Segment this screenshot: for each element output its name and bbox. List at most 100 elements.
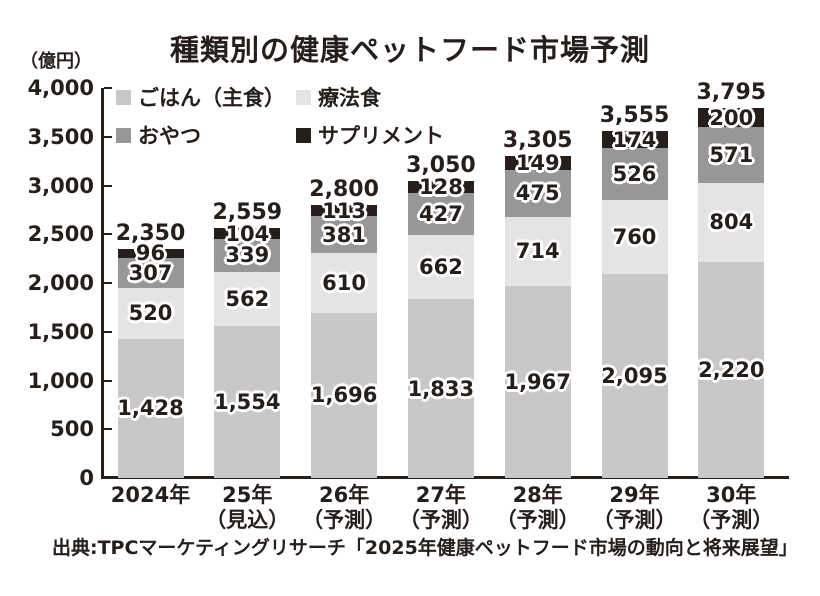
legend-label: おやつ — [138, 124, 201, 148]
y-axis-tick — [104, 379, 112, 382]
x-category-line1: 29年 — [609, 483, 660, 507]
bar-segment: 174 — [601, 128, 668, 152]
bar-total-label: 3,050 — [406, 152, 476, 178]
segment-value-label: 104 — [225, 221, 270, 246]
legend-item: 療法食 — [296, 82, 444, 112]
bar-segment: 1,833 — [408, 299, 474, 478]
segment-value-label: 128 — [418, 174, 463, 199]
x-category-label: 28年 （予測） — [463, 483, 613, 533]
x-category-line1: 26年 — [318, 483, 370, 507]
bar-segment: 760 — [601, 199, 668, 274]
segment-value-label: 1,833 — [407, 376, 475, 401]
segment-value-label: 714 — [515, 239, 560, 264]
segment-value-label: 475 — [515, 181, 560, 206]
y-axis-tick — [104, 428, 112, 431]
y-axis-tick-label: 4,000 — [27, 76, 94, 100]
segment-value-label: 520 — [128, 301, 173, 326]
bar-segment: 113 — [311, 199, 378, 223]
legend-swatch — [296, 89, 311, 105]
bar-segment: 381 — [311, 216, 378, 254]
y-axis-tick-label: 3,500 — [27, 124, 94, 149]
legend-item: おやつ — [116, 120, 296, 150]
bar-segment: 520 — [117, 288, 184, 339]
x-category-line2: （見込） — [205, 508, 290, 532]
bar-segment: 96 — [117, 241, 184, 265]
bar-segment: 571 — [698, 127, 765, 184]
x-category-line2: （予測） — [592, 508, 677, 532]
x-category-line2: （予測） — [398, 508, 483, 532]
x-category-label: 30年 （予測） — [656, 483, 806, 533]
bar-segment: 1,428 — [117, 338, 184, 478]
source-note: 出典:TPCマーケティングリサーチ「2025年健康ペットフード市場の動向と将来展… — [52, 537, 798, 559]
y-axis-tick-label: 500 — [50, 417, 94, 442]
bar-segment: 804 — [698, 183, 765, 262]
x-category-line1: 27年 — [415, 483, 466, 507]
y-axis-tick-label: 0 — [79, 466, 94, 490]
legend-label: ごはん（主食） — [138, 86, 285, 110]
y-axis-tick — [104, 184, 112, 187]
segment-value-label: 96 — [135, 241, 166, 266]
bar-segment: 1,554 — [214, 326, 281, 478]
segment-value-label: 1,967 — [504, 370, 571, 395]
bar-total-label: 2,350 — [115, 220, 186, 246]
legend-swatch — [116, 127, 131, 143]
segment-value-label: 2,095 — [601, 363, 668, 388]
bar-segment: 526 — [601, 148, 668, 200]
x-category-label: 29年 （予測） — [560, 483, 710, 533]
y-axis-tick — [104, 87, 112, 89]
bar-total-label: 2,559 — [212, 200, 283, 226]
x-category-label: 27年 （予測） — [366, 483, 516, 533]
segment-value-label: 174 — [612, 127, 657, 152]
bar-segment: 1,967 — [504, 286, 571, 478]
bar-segment: 104 — [214, 222, 281, 246]
segment-value-label: 113 — [322, 198, 367, 223]
bar-segment: 610 — [311, 253, 378, 313]
legend: ごはん（主食） 療法食おやつ サプリメント — [116, 82, 444, 150]
bar-segment: 662 — [407, 234, 474, 300]
chart-title: 種類別の健康ペットフード市場予測 — [169, 33, 650, 67]
x-category-line2: （予測） — [302, 508, 387, 532]
bar-segment: 2,095 — [601, 273, 668, 478]
bar-segment: 562 — [214, 271, 281, 327]
segment-value-label: 760 — [612, 224, 657, 249]
bar-segment: 1,696 — [311, 312, 377, 478]
segment-value-label: 526 — [612, 161, 657, 186]
y-axis-tick-label: 1,000 — [27, 368, 94, 393]
bar-total-label: 3,555 — [599, 103, 670, 129]
bar-segment: 475 — [504, 170, 571, 217]
legend-label: 療法食 — [318, 86, 381, 110]
segment-value-label: 1,554 — [214, 390, 281, 415]
y-axis-tick — [104, 282, 112, 284]
segment-value-label: 662 — [418, 255, 463, 279]
x-category-line2: （予測） — [495, 508, 580, 532]
segment-value-label: 610 — [322, 270, 367, 295]
y-axis-tick — [104, 330, 112, 333]
legend-item: サプリメント — [296, 120, 444, 150]
y-axis-tick-label: 2,000 — [27, 271, 94, 295]
y-axis-tick-label: 2,500 — [27, 222, 94, 247]
bar-total-label: 3,795 — [696, 79, 767, 105]
segment-value-label: 571 — [709, 143, 754, 168]
segment-value-label: 339 — [225, 243, 270, 268]
bar-segment: 2,220 — [698, 261, 765, 478]
legend-item: ごはん（主食） — [116, 82, 296, 112]
y-axis-tick — [104, 233, 112, 236]
segment-value-label: 1,428 — [117, 396, 184, 421]
y-axis-tick-label: 3,000 — [27, 173, 94, 198]
x-category-line1: 28年 — [512, 483, 563, 507]
bar-segment: 427 — [407, 193, 474, 235]
x-category-label: 25年 （見込） — [172, 483, 322, 533]
bar-segment: 200 — [698, 105, 765, 130]
x-category-line2: （予測） — [689, 508, 774, 532]
segment-value-label: 562 — [225, 287, 270, 312]
legend-label: サプリメント — [318, 124, 444, 148]
bar-segment: 339 — [214, 238, 281, 272]
segment-value-label: 307 — [128, 261, 173, 286]
bar-segment: 307 — [117, 258, 184, 289]
y-axis-tick — [104, 135, 112, 138]
segment-value-label: 149 — [515, 151, 560, 176]
bar-total-label: 3,305 — [502, 127, 573, 153]
segment-value-label: 200 — [709, 105, 754, 130]
bar-segment: 149 — [504, 151, 571, 175]
x-category-line1: 25年 — [222, 483, 273, 507]
